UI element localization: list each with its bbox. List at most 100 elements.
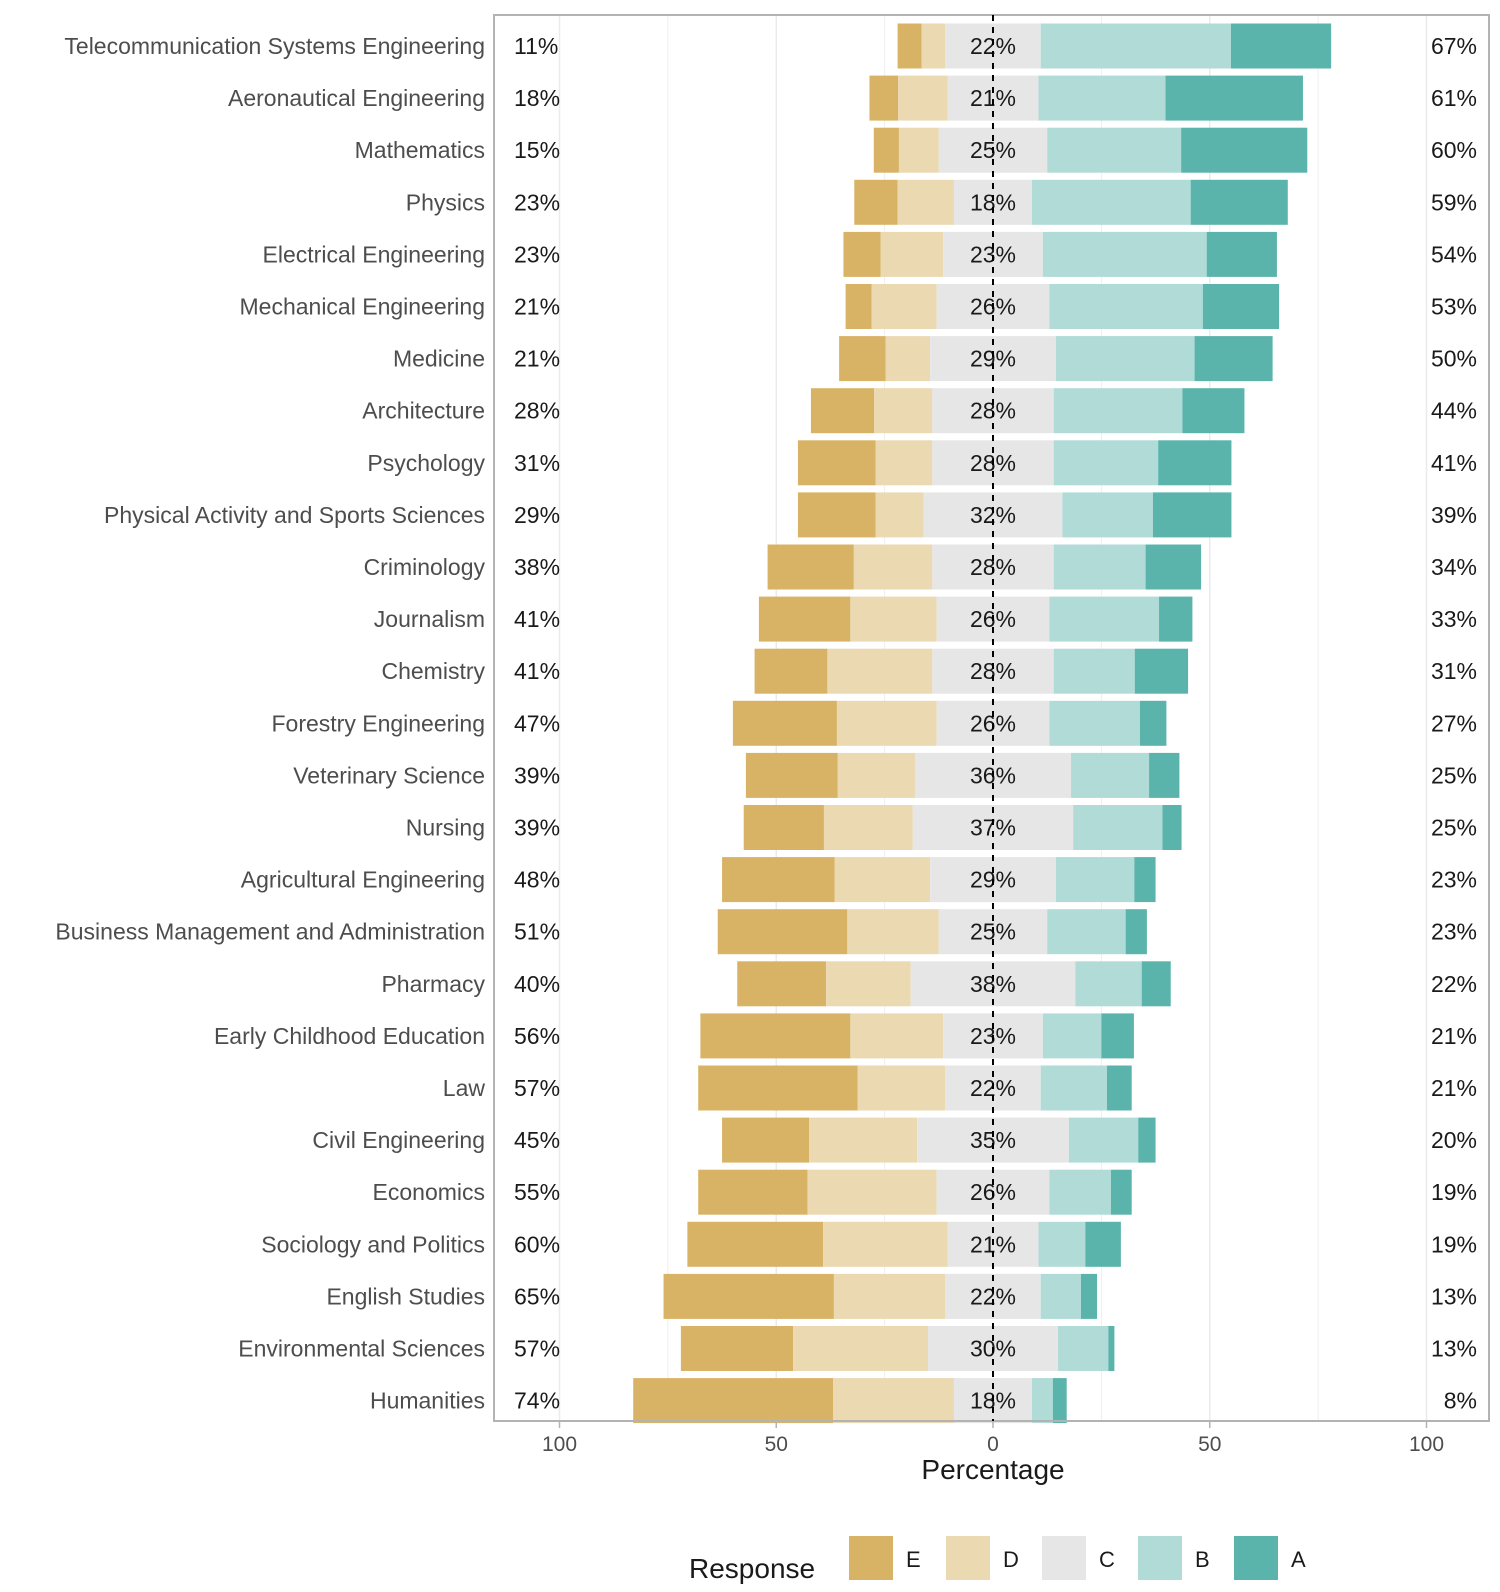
left-percent-label: 74% [514,1388,560,1414]
category-label: Medicine [393,346,485,372]
bar-segment-e [698,1065,858,1111]
left-percent-label: 28% [514,398,560,424]
category-label: Business Management and Administration [55,919,485,945]
bar-segment-e [737,961,827,1007]
bar-segment-a [1190,179,1288,225]
right-percent-label: 19% [1431,1179,1477,1205]
bar-segment-d [871,284,937,329]
legend-key-b [1138,1536,1182,1580]
left-percent-label: 31% [514,450,560,476]
bar-segment-b [1053,648,1135,694]
right-percent-label: 13% [1431,1336,1477,1362]
bar-segment-a [1081,1273,1098,1319]
legend-label: D [1003,1547,1019,1572]
bar-segment-d [850,1013,944,1059]
right-percent-label: 59% [1431,189,1477,215]
bar-segment-a [1162,805,1182,850]
legend-key-e [849,1536,893,1580]
legend: Response E D C B A [689,1536,1306,1584]
bar-segment-e [698,1169,808,1215]
left-percent-label: 57% [514,1336,560,1362]
category-label: Physical Activity and Sports Sciences [104,502,485,528]
bar-segment-d [885,336,931,382]
bar-segment-e [845,284,872,329]
legend-label: A [1291,1547,1306,1572]
x-tick-label: 50 [1198,1433,1221,1456]
bar-segment-a [1108,1326,1115,1371]
category-label: Nursing [406,815,485,841]
bar-segment-b [1042,231,1207,277]
category-label: Early Childhood Education [214,1023,485,1049]
left-percent-label: 55% [514,1179,560,1205]
left-percent-label: 65% [514,1283,560,1309]
x-axis-title: Percentage [921,1454,1064,1485]
right-percent-label: 61% [1431,85,1477,111]
x-tick-label: 0 [987,1433,999,1456]
bar-segment-b [1062,492,1153,538]
bar-segment-d [898,75,948,121]
category-label: Civil Engineering [312,1127,485,1153]
x-tick-label: 100 [542,1433,577,1456]
labels-layer: Telecommunication Systems Engineering 11%… [55,33,1477,1414]
bars-layer [633,23,1332,1424]
bar-segment-e [745,752,838,798]
bar-segment-b [1047,909,1126,955]
bar-segment-e [797,492,876,538]
bar-segment-a [1149,752,1180,798]
bar-segment-a [1181,127,1308,173]
category-label: Pharmacy [381,971,485,997]
left-percent-label: 23% [514,241,560,267]
category-label: Journalism [374,606,485,632]
left-percent-label: 47% [514,710,560,736]
left-percent-label: 39% [514,815,560,841]
category-label: English Studies [326,1283,485,1309]
bar-segment-a [1134,648,1189,694]
category-label: Mathematics [355,137,485,163]
bar-segment-d [875,492,924,538]
bar-segment-d [857,1065,946,1111]
bar-segment-d [823,805,913,850]
left-percent-label: 18% [514,85,560,111]
left-percent-label: 23% [514,189,560,215]
bar-segment-a [1194,336,1273,382]
bar-segment-a [1139,700,1167,746]
bar-segment-b [1038,1221,1086,1267]
bar-segment-e [758,596,851,642]
bar-segment-e [663,1273,834,1319]
right-percent-label: 23% [1431,867,1477,893]
bar-segment-a [1125,909,1147,955]
bar-segment-e [687,1221,824,1267]
bar-segment-b [1053,544,1146,590]
bar-segment-b [1053,440,1159,486]
right-percent-label: 44% [1431,398,1477,424]
category-label: Telecommunication Systems Engineering [64,33,485,59]
bar-segment-e [839,336,886,382]
bar-segment-d [834,857,931,903]
bar-segment-b [1055,336,1195,382]
bar-segment-d [875,440,933,486]
right-percent-label: 33% [1431,606,1477,632]
bar-segment-e [810,388,875,434]
bar-segment-a [1101,1013,1134,1059]
category-label: Agricultural Engineering [241,867,485,893]
left-percent-label: 41% [514,606,560,632]
bar-segment-d [793,1326,928,1371]
bar-segment-b [1071,752,1150,798]
legend-key-a [1234,1536,1278,1580]
category-label: Aeronautical Engineering [228,85,485,111]
bar-segment-b [1053,388,1183,434]
category-label: Humanities [370,1388,485,1414]
bar-segment-d [847,909,939,955]
right-percent-label: 25% [1431,762,1477,788]
category-label: Sociology and Politics [261,1231,485,1257]
legend-label: C [1099,1547,1115,1572]
legend-label: B [1195,1547,1210,1572]
bar-segment-a [1052,1378,1067,1424]
right-percent-label: 60% [1431,137,1477,163]
bar-segment-e [754,648,828,694]
left-percent-label: 56% [514,1023,560,1049]
bar-segment-d [827,648,933,694]
bar-segment-b [1049,596,1160,642]
right-percent-label: 50% [1431,346,1477,372]
